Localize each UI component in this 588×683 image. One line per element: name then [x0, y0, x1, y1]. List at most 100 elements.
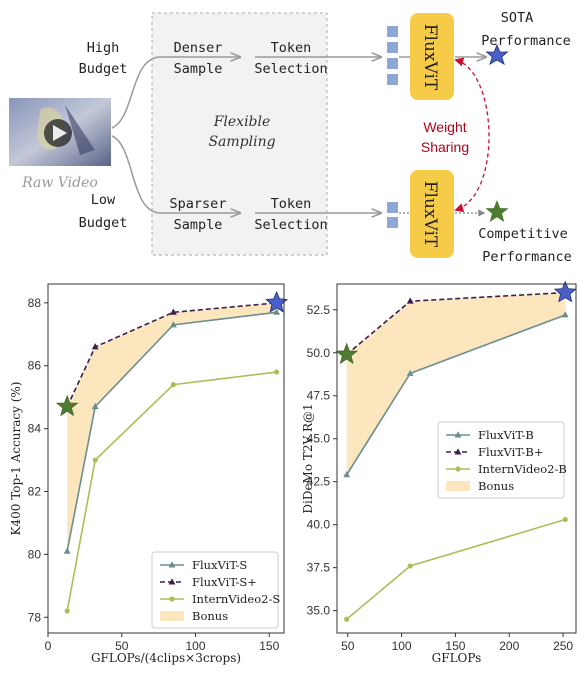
raw-video-thumbnail [9, 98, 111, 166]
legend-marker [169, 596, 175, 602]
x-tick-label: 50 [115, 639, 129, 653]
x-tick-label: 0 [45, 639, 52, 653]
high-budget-label-2: Budget [79, 61, 128, 77]
denser-sample-label: Denser [174, 40, 223, 56]
sparser-sample-label-2: Sample [174, 217, 223, 233]
bonus-area [346, 292, 566, 475]
legend-label: InternVideo2-S [192, 592, 280, 606]
raw-video-label: Raw Video [21, 175, 98, 191]
plot-frame [336, 283, 577, 634]
legend-box [151, 551, 279, 629]
x-tick-label: 250 [553, 639, 573, 653]
y-tick-label: 82 [28, 485, 42, 499]
y-axis-label: DiDeMo T2V R@1 [301, 403, 315, 513]
legend-label: FluxViT-S+ [192, 575, 257, 589]
legend-bonus-swatch [160, 611, 184, 621]
legend-marker [454, 431, 462, 438]
y-tick-label: 80 [28, 547, 42, 561]
svg-text:FluxViT: FluxViT [420, 24, 440, 91]
y-tick-label: 47.5 [307, 389, 331, 403]
star-marker-low [55, 394, 79, 417]
legend-label: Bonus [478, 479, 514, 493]
data-point [406, 369, 414, 376]
star-marker-low [335, 342, 359, 365]
series-line-2 [66, 371, 277, 612]
data-point [273, 308, 281, 315]
data-point [92, 457, 98, 463]
low-budget-label-2: Budget [79, 215, 128, 231]
play-triangle-icon [53, 125, 67, 141]
sota-label-2: Performance [481, 33, 570, 49]
weight-sharing-label-2: Sharing [421, 139, 469, 155]
pipeline-diagram: Flexible Sampling Raw Video High Budget … [9, 10, 572, 265]
denser-sample-label-2: Sample [174, 61, 223, 77]
token-stack-low [387, 202, 398, 228]
legend-label: FluxViT-B [478, 428, 534, 442]
data-point [91, 343, 99, 350]
data-point [407, 563, 413, 569]
x-axis-label: GFLOPs/(4clips×3crops) [91, 651, 241, 665]
data-point [64, 608, 70, 614]
branch-low-connector [111, 135, 161, 214]
chart-didemo: 50 100 150 200 250 35.0 37.5 40.0 42.5 45.0 47.5 50… [301, 280, 577, 665]
data-point [406, 297, 414, 304]
fluxvit-model-low: FluxViT [410, 170, 454, 258]
competitive-label: Competitive [478, 226, 567, 242]
competitive-star-icon [485, 200, 509, 222]
x-tick-label: 150 [259, 639, 279, 653]
token-selection-label-low: Token [271, 196, 312, 212]
x-tick-label: 150 [445, 639, 465, 653]
data-point [170, 382, 176, 388]
sparser-sample-label: Sparser [170, 196, 227, 212]
svg-text:FluxViT: FluxViT [420, 181, 440, 248]
legend-box [437, 421, 565, 499]
y-tick-label: 84 [28, 422, 42, 436]
plot-frame [47, 283, 285, 634]
star-marker-high [265, 290, 289, 313]
series-line-1 [66, 302, 277, 407]
x-tick-label: 50 [341, 639, 355, 653]
data-point [343, 471, 351, 478]
y-tick-label: 50.0 [307, 346, 331, 360]
x-axis-label: GFLOPs [432, 651, 482, 665]
competitive-label-2: Performance [482, 249, 571, 265]
y-tick-label: 42.5 [307, 475, 331, 489]
x-tick-label: 100 [185, 639, 205, 653]
y-tick-label: 88 [28, 296, 42, 310]
y-tick-label: 35.0 [307, 604, 331, 618]
data-point [63, 547, 71, 554]
data-point [344, 616, 350, 622]
sota-label: SOTA [501, 10, 534, 26]
legend-label: FluxViT-B+ [478, 445, 544, 459]
x-tick-label: 200 [499, 639, 519, 653]
series-line-2 [346, 518, 566, 620]
legend-label: InternVideo2-B [478, 462, 567, 476]
star-marker-high [553, 280, 577, 303]
token-selection-label-high-2: Selection [254, 61, 327, 77]
flexible-sampling-label: Flexible [213, 114, 271, 130]
legend-label: Bonus [192, 609, 228, 623]
legend-bonus-swatch [446, 481, 470, 491]
weight-sharing-label: Weight [423, 119, 466, 135]
legend-marker [168, 578, 176, 585]
y-tick-label: 52.5 [307, 303, 331, 317]
data-point [274, 369, 280, 375]
data-point [169, 308, 177, 315]
legend-marker [454, 448, 462, 455]
legend-marker [168, 561, 176, 568]
y-tick-label: 45.0 [307, 432, 331, 446]
data-point [561, 311, 569, 318]
token-selection-label-high: Token [271, 40, 312, 56]
branch-high-connector [111, 56, 161, 129]
data-point [91, 402, 99, 410]
token-stack-high [387, 26, 398, 85]
bonus-area [67, 302, 277, 552]
low-budget-label: Low [91, 192, 116, 208]
x-tick-label: 100 [392, 639, 412, 653]
y-tick-label: 40.0 [307, 518, 331, 532]
y-tick-label: 86 [28, 359, 42, 373]
legend-marker [455, 466, 461, 472]
y-tick-label: 37.5 [307, 561, 331, 575]
legend-label: FluxViT-S [192, 558, 247, 572]
